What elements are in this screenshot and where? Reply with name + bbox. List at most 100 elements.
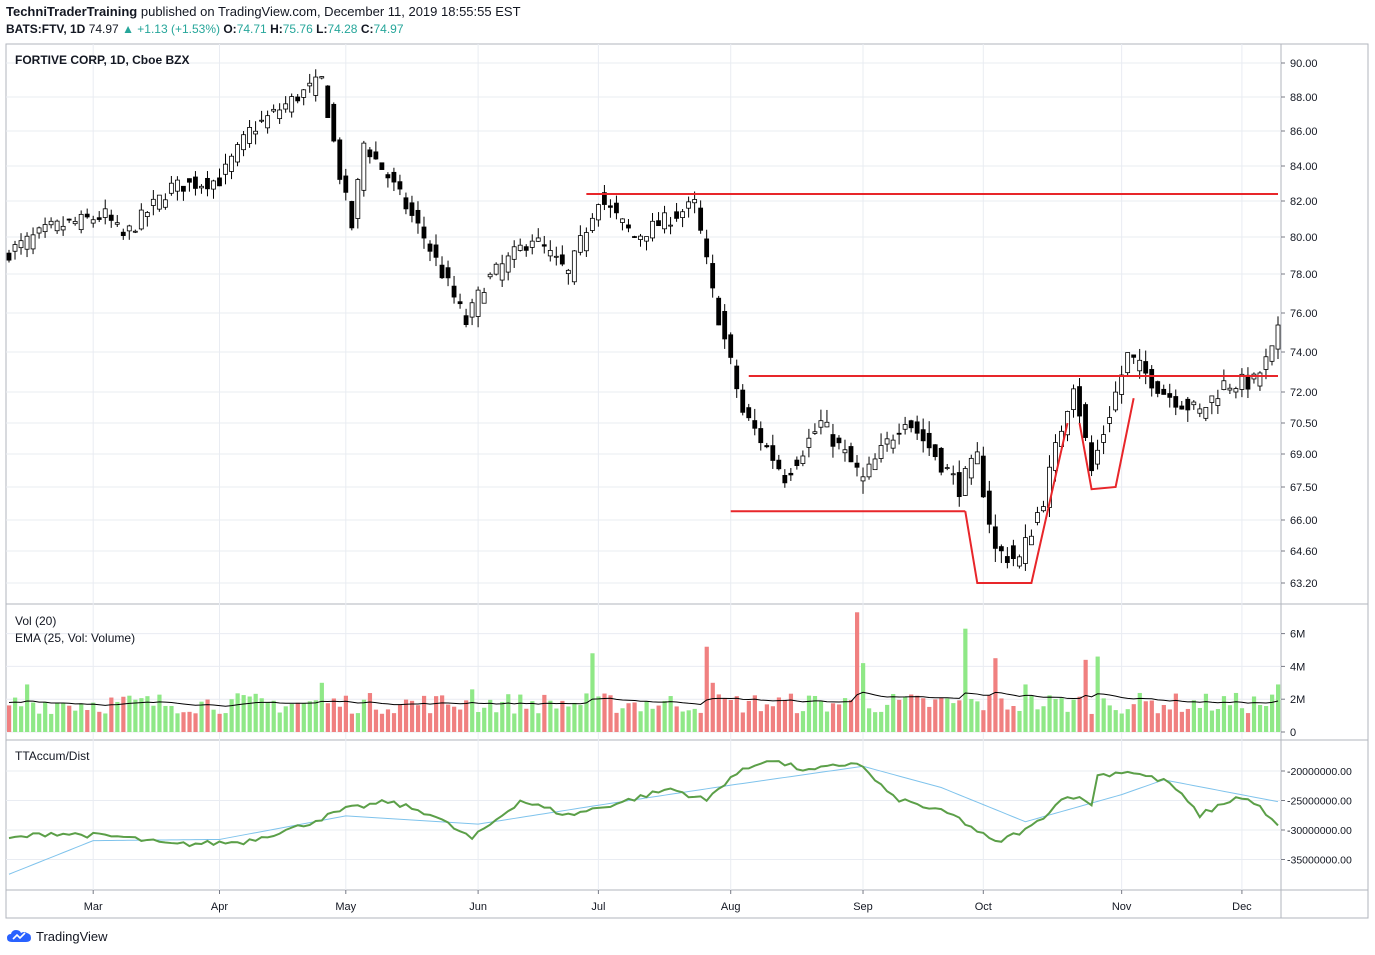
volume-bar (1245, 713, 1251, 732)
candle (295, 94, 301, 104)
volume-bar (241, 695, 246, 732)
candle (174, 176, 180, 201)
candle (740, 384, 746, 416)
candle (1155, 380, 1161, 398)
tradingview-footer[interactable]: TradingView (6, 928, 108, 944)
candle (770, 434, 776, 469)
candle (559, 245, 565, 267)
candle (289, 93, 295, 118)
volume-bar (903, 696, 908, 732)
volume-bar (133, 699, 138, 732)
candle (493, 262, 499, 276)
candle (662, 205, 667, 234)
candle (1227, 383, 1233, 395)
volume-bar (1047, 695, 1052, 732)
volume-bar (385, 709, 391, 732)
volume-bar (79, 703, 84, 732)
volume-bar (975, 701, 980, 732)
candle (1233, 386, 1239, 399)
candle (235, 142, 240, 167)
volume-bar (608, 695, 613, 732)
volume-bar (307, 701, 312, 732)
volume-bar (710, 682, 715, 732)
accum-line (8, 760, 1279, 848)
candle (1185, 396, 1191, 422)
price-tick-label: 70.50 (1290, 418, 1318, 430)
candle (980, 446, 986, 498)
volume-bar (223, 713, 228, 732)
price-tick-label: 86.00 (1290, 126, 1318, 138)
volume-bar (421, 695, 427, 732)
volume-bar (109, 697, 114, 732)
candle (193, 171, 198, 196)
time-tick-label: Sep (853, 901, 873, 913)
volume-bar (1125, 709, 1130, 732)
candle (565, 268, 571, 285)
volume-bar (915, 695, 920, 732)
volume-bar (175, 713, 180, 732)
volume-bar (1251, 696, 1257, 732)
candle (589, 213, 595, 233)
volume-bar (879, 711, 884, 732)
candle (902, 416, 908, 435)
time-tick-label: Nov (1112, 901, 1132, 913)
volume-bar (313, 700, 318, 732)
candle (469, 298, 475, 326)
candle (349, 200, 355, 231)
volume-bar (379, 713, 385, 732)
volume-bar (415, 705, 421, 732)
symbol-info: BATS:FTV, 1D 74.97 ▲ +1.13 (+1.53%) O:74… (6, 22, 404, 36)
volume-bar (867, 708, 872, 732)
volume-tick-label: 6M (1290, 629, 1305, 641)
volume-bar (1089, 713, 1094, 732)
volume-bar (494, 712, 499, 732)
candle (535, 228, 541, 242)
candle (632, 235, 637, 238)
volume-bar (1143, 701, 1148, 732)
volume-bar (704, 646, 709, 732)
volume-bar (229, 699, 234, 732)
volume-bar (409, 700, 415, 732)
publisher-name[interactable]: TechniTraderTraining (6, 4, 138, 19)
volume-bar (957, 700, 962, 732)
volume-bar (427, 713, 433, 732)
candle (313, 69, 319, 102)
candle (271, 104, 277, 113)
candle (247, 120, 252, 148)
candle (379, 162, 385, 170)
candle (926, 421, 932, 456)
tradingview-brand: TradingView (36, 928, 108, 944)
volume-bar (187, 711, 192, 732)
volume-bar (596, 696, 601, 732)
candle (355, 177, 361, 229)
candle (746, 403, 752, 421)
volume-bar (518, 694, 523, 732)
volume-bar (139, 698, 144, 732)
candle (968, 454, 974, 485)
candle (48, 217, 54, 229)
candle (343, 168, 349, 201)
volume-bar (885, 704, 890, 732)
candle (674, 202, 679, 222)
volume-bar (1053, 699, 1058, 732)
volume-bar (325, 703, 330, 732)
candle (1203, 407, 1209, 422)
volume-bar (776, 697, 782, 732)
volume-bar (993, 658, 998, 732)
candle (644, 236, 649, 251)
time-tick-label: May (335, 901, 356, 913)
candle (457, 293, 463, 309)
volume-bar (1035, 709, 1040, 732)
volume-bar (536, 713, 541, 732)
close-value: 74.97 (373, 22, 404, 36)
volume-bar (1071, 699, 1076, 732)
chart-frame (5, 43, 1369, 919)
candle (126, 224, 132, 240)
accum-tick-label: -20000000.00 (1287, 766, 1352, 778)
volume-bar (1113, 710, 1118, 732)
volume-bar (391, 713, 397, 732)
candle (529, 234, 535, 255)
accum-title: TTAccum/Dist (15, 749, 90, 763)
volume-bar (1239, 708, 1245, 732)
